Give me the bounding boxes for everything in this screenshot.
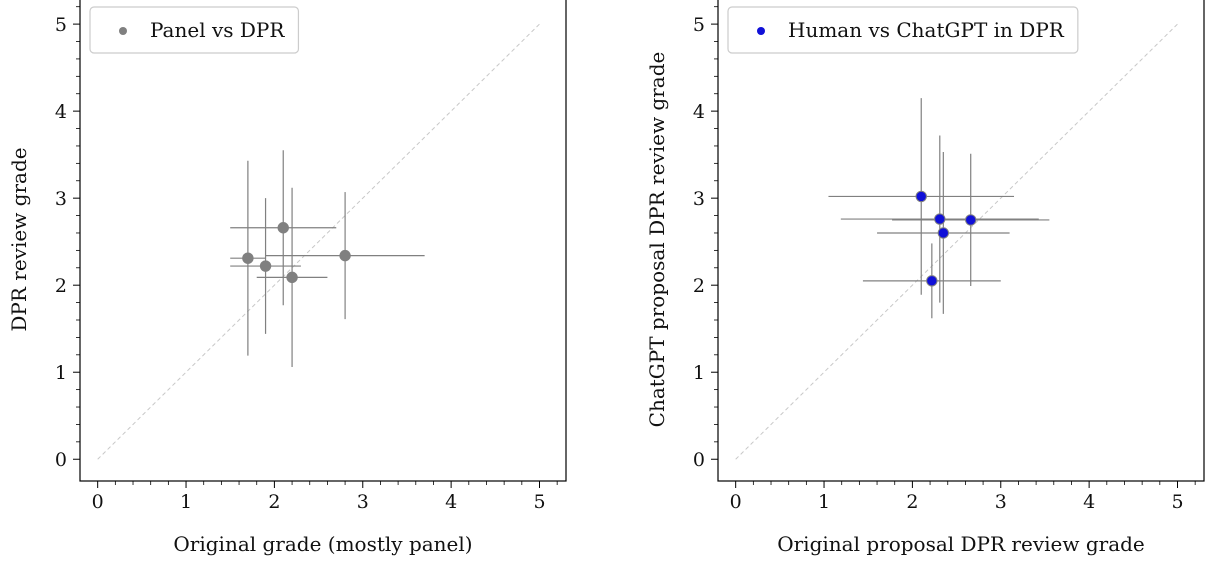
legend-marker — [119, 27, 127, 35]
legend-marker — [757, 27, 765, 35]
x-tick-label: 4 — [1083, 491, 1095, 513]
y-axis-label: DPR review grade — [7, 147, 31, 331]
y-axis-label: ChatGPT proposal DPR review grade — [645, 52, 669, 428]
data-point — [934, 213, 946, 225]
x-tick-label: 1 — [180, 491, 192, 513]
x-tick-label: 1 — [818, 491, 830, 513]
legend-box — [89, 6, 300, 54]
x-tick-label: 0 — [730, 491, 742, 513]
y-tick-label: 2 — [55, 275, 67, 297]
x-tick-label: 5 — [533, 491, 545, 513]
y-tick-label: 4 — [55, 101, 67, 123]
data-point — [259, 260, 272, 272]
legend-box — [727, 6, 1079, 54]
plot-frame — [717, 0, 1205, 482]
y-tick-label: 5 — [55, 14, 67, 36]
data-point — [339, 249, 351, 262]
data-point — [286, 271, 298, 284]
data-point — [937, 227, 950, 239]
x-tick-label: 0 — [92, 491, 104, 513]
y-tick-label: 5 — [693, 14, 705, 36]
x-axis-label: Original proposal DPR review grade — [777, 532, 1145, 556]
y-tick-label: 3 — [693, 188, 705, 210]
y-tick-label: 0 — [55, 449, 67, 471]
plot-frame — [79, 0, 567, 482]
chart-panel-1: 0 1 2 3 4 5 0 1 2 3 4 5 Original grade (mostly panel… — [7, 0, 567, 556]
identity-line — [97, 23, 540, 460]
data-point — [242, 252, 254, 264]
x-axis-label: Original grade (mostly panel) — [173, 532, 472, 556]
data-point — [965, 214, 977, 226]
y-tick-label: 1 — [55, 362, 67, 384]
x-tick-label: 5 — [1171, 491, 1183, 513]
data-point — [277, 222, 289, 234]
x-tick-label: 3 — [995, 491, 1007, 513]
chart-panel-2: 0 1 2 3 4 5 0 1 2 3 4 5 Original proposal DPR review… — [645, 0, 1205, 556]
x-tick-label: 3 — [357, 491, 369, 513]
x-tick-label: 2 — [906, 491, 918, 513]
y-tick-label: 2 — [693, 275, 705, 297]
data-point — [915, 190, 927, 203]
x-tick-label: 2 — [268, 491, 280, 513]
y-tick-label: 0 — [693, 449, 705, 471]
identity-line — [735, 23, 1178, 460]
legend-label: Human vs ChatGPT in DPR — [788, 18, 1065, 42]
legend-label: Panel vs DPR — [150, 18, 285, 42]
x-tick-label: 4 — [445, 491, 457, 513]
data-series — [828, 98, 1050, 319]
data-series — [230, 150, 425, 367]
data-point — [926, 275, 938, 287]
y-tick-label: 1 — [693, 362, 705, 384]
y-tick-label: 4 — [693, 101, 705, 123]
y-tick-label: 3 — [55, 188, 67, 210]
